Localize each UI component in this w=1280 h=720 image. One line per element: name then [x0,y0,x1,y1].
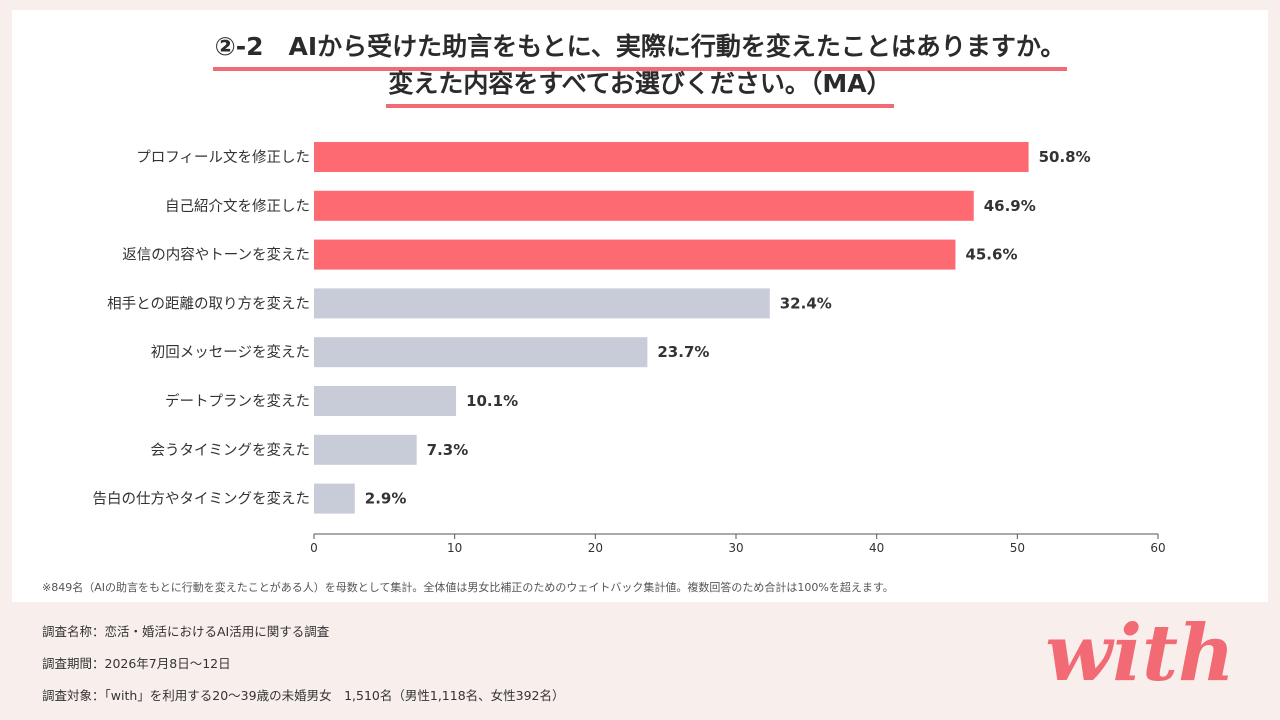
category-label-4: 初回メッセージを変えた [151,344,310,361]
value-label-1: 46.9% [984,197,1036,215]
category-label-3: 相手との距離の取り方を変えた [107,294,310,312]
logo-text: with [1045,608,1235,699]
value-label-7: 2.9% [365,490,407,508]
value-label-6: 7.3% [427,441,469,459]
bar-2 [314,239,956,270]
x-tick-label-6: 60 [1150,541,1165,555]
category-label-0: プロフィール文を修正した [136,149,310,166]
value-label-5: 10.1% [466,392,518,410]
chart-title-line-1: ②-2 AIから受けた助言をもとに、実際に行動を変えたことはありますか。 [0,27,1280,71]
x-tick-label-3: 30 [728,541,743,555]
survey-period: 調査期間：2026年7月8日〜12日 [42,656,231,671]
bar-5 [314,386,457,416]
value-label-3: 32.4% [780,294,832,312]
value-label-2: 45.6% [965,246,1017,264]
bar-chart: プロフィール文を修正した 50.8% 自己紹介文を修正した 46.9% 返信の内容やトー… [93,142,1166,555]
bar-4 [314,337,648,368]
category-label-7: 告白の仕方やタイミングを変えた [93,491,311,508]
x-tick-label-1: 10 [447,541,462,555]
x-tick-label-5: 50 [1010,541,1025,555]
bar-1 [314,190,974,221]
x-tick-label-4: 40 [869,541,884,555]
value-label-4: 23.7% [657,343,709,361]
category-label-5: デートプランを変えた [165,392,310,410]
survey-target: 調査対象：「with」を利用する20〜39歳の未婚男女 1,510名（男性1,1… [42,688,565,703]
category-label-2: 返信の内容やトーンを変えた [122,247,310,264]
value-label-0: 50.8% [1039,148,1091,166]
bar-3 [314,288,770,319]
category-label-6: 会うタイミングを変えた [151,442,311,459]
chart-title-line-2: 変えた内容をすべてお選びください。（MA） [0,64,1280,108]
x-tick-label-0: 0 [310,541,318,555]
bar-7 [314,483,355,514]
footnote: ※849名（AIの助言をもとに行動を変えたことがある人）を母数として集計。全体値… [42,581,894,594]
with-logo: with [1045,608,1235,699]
category-label-1: 自己紹介文を修正した [165,198,310,215]
bar-6 [314,434,417,465]
bar-0 [314,142,1029,172]
survey-name: 調査名称：恋活・婚活におけるAI活用に関する調査 [42,624,330,639]
x-tick-label-2: 20 [588,541,603,555]
